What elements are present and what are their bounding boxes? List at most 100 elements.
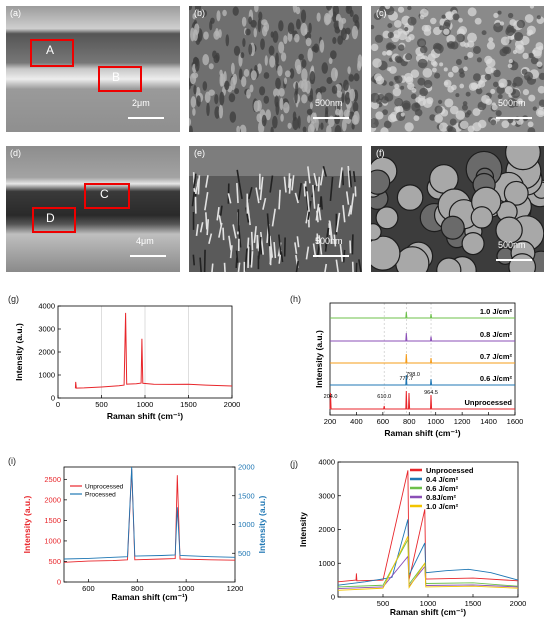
sem-texture-grain [307, 95, 314, 102]
sem-texture-column [273, 242, 277, 259]
sem-texture-column [318, 207, 322, 221]
sem-texture-grain [250, 19, 257, 28]
region-box-a [30, 39, 74, 67]
sem-texture-column [232, 224, 237, 239]
sem-texture-grain [295, 6, 301, 15]
sem-texture-column [312, 184, 316, 209]
x-tick-label-h: 800 [403, 417, 416, 426]
sem-texture-grain [443, 79, 452, 88]
sem-texture-grain [472, 46, 481, 54]
sem-texture-grain [263, 95, 270, 104]
sem-texture-grain [417, 58, 428, 69]
sem-texture-grain [224, 80, 230, 91]
sem-texture-column [347, 205, 352, 217]
scalebar-label-a: 2μm [132, 98, 150, 108]
sem-texture-grain [228, 93, 236, 103]
sem-texture-column [228, 235, 232, 251]
sem-texture-grain [352, 101, 359, 113]
sem-texture-column [192, 254, 196, 266]
sem-texture-grain [196, 95, 201, 107]
sem-texture-column [204, 192, 209, 211]
sem-texture-grain [419, 87, 428, 97]
sem-texture-grain [280, 52, 287, 62]
sem-texture-column [288, 173, 291, 188]
sem-texture-grain [387, 113, 397, 123]
x-tick-label-g: 500 [95, 400, 108, 409]
sem-texture-grain [229, 111, 237, 123]
sem-texture-grain [250, 70, 257, 81]
y-axis-label-i: Intensity (a.u.) [22, 496, 32, 554]
sem-texture-grain [212, 50, 217, 59]
sem-texture-column [296, 236, 300, 248]
y-tick-label-i: 2500 [44, 475, 61, 484]
sem-texture-grain [264, 55, 268, 66]
sem-texture-grain [289, 68, 295, 79]
y-tick-label-g: 2000 [38, 348, 55, 357]
sem-texture-grain [340, 27, 347, 41]
sem-texture-grain [265, 109, 271, 121]
sem-texture-grain [458, 17, 463, 23]
sem-texture-grain [307, 48, 313, 62]
sem-texture-grain [283, 35, 288, 45]
sem-texture-grain [302, 126, 307, 132]
y-tick-label-j: 4000 [318, 458, 335, 467]
sem-texture-grain [481, 30, 487, 36]
y-tick-label-j: 1000 [318, 559, 335, 568]
series-line-h [329, 390, 515, 410]
sem-texture-column [307, 166, 311, 184]
sem-texture-column [236, 183, 239, 204]
sem-texture-grain [268, 45, 275, 56]
sem-texture-grain [505, 26, 515, 37]
sem-texture-grain [272, 115, 278, 129]
sem-texture-grain [434, 105, 443, 114]
sem-texture-grain [443, 67, 448, 72]
sem-texture-grain [436, 257, 462, 272]
sem-texture-column [358, 259, 362, 272]
sem-texture-grain [189, 118, 192, 126]
sem-texture-grain [396, 184, 424, 211]
sem-texture-grain [455, 93, 460, 98]
sem-image-a [6, 6, 180, 132]
sem-texture-grain [190, 96, 197, 108]
sem-texture-grain [449, 118, 457, 126]
sem-texture-grain [352, 14, 359, 24]
sem-texture-grain [341, 118, 347, 132]
sem-texture-grain [280, 113, 284, 122]
series-line-j [337, 470, 519, 583]
sem-image-c [371, 6, 544, 132]
sem-texture-grain [263, 72, 270, 79]
series-line-h [330, 353, 515, 364]
sem-texture-grain [334, 125, 342, 132]
sem-texture-column [248, 187, 253, 200]
sem-texture-grain [371, 43, 379, 52]
sem-texture-grain [395, 105, 404, 114]
sem-texture-grain [505, 146, 541, 171]
sem-texture-grain [382, 109, 388, 116]
sem-texture-grain [451, 65, 459, 73]
sem-texture-grain [474, 17, 482, 25]
sem-texture-grain [349, 88, 356, 102]
sem-texture-grain [275, 101, 280, 116]
sem-texture-column [312, 243, 317, 258]
sem-texture-grain [485, 66, 493, 75]
sem-texture-grain [372, 58, 382, 68]
sem-texture-column [313, 173, 318, 187]
sem-texture-grain [381, 96, 389, 104]
sem-texture-grain [341, 92, 345, 104]
sem-texture-grain [311, 45, 318, 52]
sem-texture-grain [410, 93, 417, 100]
sem-texture-grain [484, 55, 493, 64]
sem-texture-grain [258, 11, 263, 21]
sem-texture-column [229, 245, 233, 259]
sem-texture-grain [495, 110, 502, 117]
sem-texture-grain [351, 122, 355, 130]
sem-texture-grain [422, 68, 433, 78]
sem-texture-column [205, 212, 208, 230]
sem-texture-grain [309, 102, 313, 110]
sem-texture-grain [416, 38, 427, 48]
sem-texture-grain [467, 40, 475, 48]
sem-texture-column [197, 175, 201, 195]
sem-texture-grain [463, 55, 468, 60]
sem-texture-grain [283, 77, 288, 85]
sem-texture-grain [475, 87, 483, 95]
